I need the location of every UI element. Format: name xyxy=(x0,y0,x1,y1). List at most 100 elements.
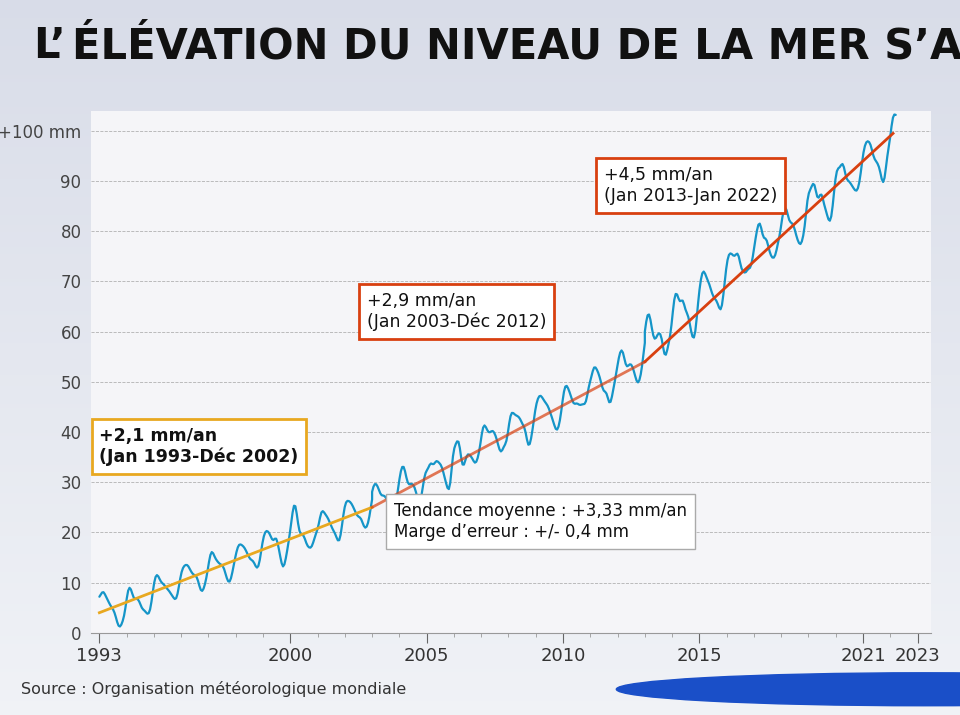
Bar xyxy=(0,658,960,661)
Bar xyxy=(0,136,960,139)
Bar xyxy=(0,383,960,386)
Bar xyxy=(0,14,960,18)
Bar xyxy=(0,372,960,375)
Bar xyxy=(0,511,960,515)
Bar xyxy=(0,626,960,629)
Bar xyxy=(0,261,960,265)
Bar xyxy=(0,250,960,254)
Bar xyxy=(0,694,960,697)
Bar xyxy=(0,186,960,189)
Bar xyxy=(0,601,960,604)
Bar xyxy=(0,143,960,147)
Bar xyxy=(0,4,960,7)
Bar xyxy=(0,454,960,458)
Bar xyxy=(0,690,960,694)
Bar xyxy=(0,375,960,379)
Bar xyxy=(0,672,960,676)
Bar xyxy=(0,475,960,479)
Bar xyxy=(0,286,960,290)
Bar xyxy=(0,393,960,397)
Bar xyxy=(0,18,960,21)
Bar xyxy=(0,329,960,332)
Bar xyxy=(0,243,960,247)
Bar xyxy=(0,629,960,633)
Bar xyxy=(0,640,960,644)
Bar xyxy=(0,182,960,186)
Bar xyxy=(0,536,960,540)
Bar xyxy=(0,593,960,597)
Bar xyxy=(0,479,960,483)
Bar xyxy=(0,318,960,322)
Bar xyxy=(0,611,960,615)
Bar xyxy=(0,168,960,172)
Text: +2,1 mm/an
(Jan 1993-Déc 2002): +2,1 mm/an (Jan 1993-Déc 2002) xyxy=(100,427,299,466)
Bar xyxy=(0,350,960,354)
Bar xyxy=(0,586,960,590)
Bar xyxy=(0,104,960,107)
Bar xyxy=(0,229,960,232)
Bar xyxy=(0,107,960,111)
Bar xyxy=(0,597,960,601)
Bar xyxy=(0,218,960,222)
Bar xyxy=(0,293,960,297)
Bar xyxy=(0,497,960,500)
Bar xyxy=(0,379,960,383)
Bar xyxy=(0,365,960,368)
Bar xyxy=(0,483,960,486)
Bar xyxy=(0,493,960,497)
Bar xyxy=(0,579,960,583)
Bar xyxy=(0,422,960,425)
Bar xyxy=(0,347,960,350)
Bar xyxy=(0,704,960,708)
Bar xyxy=(0,200,960,204)
Bar xyxy=(0,572,960,576)
Bar xyxy=(0,683,960,686)
Bar xyxy=(0,118,960,122)
Bar xyxy=(0,644,960,647)
Bar xyxy=(0,615,960,618)
Bar xyxy=(0,150,960,154)
Bar xyxy=(0,322,960,325)
Bar xyxy=(0,139,960,143)
Bar xyxy=(0,100,960,104)
Bar xyxy=(0,111,960,114)
Bar xyxy=(0,325,960,329)
Bar xyxy=(0,315,960,318)
Bar xyxy=(0,268,960,272)
Bar xyxy=(0,486,960,490)
Bar xyxy=(0,551,960,554)
Bar xyxy=(0,161,960,164)
Bar xyxy=(0,21,960,25)
Bar xyxy=(0,490,960,493)
Bar xyxy=(0,336,960,340)
Bar xyxy=(0,465,960,468)
Bar xyxy=(0,7,960,11)
Bar xyxy=(0,400,960,404)
Bar xyxy=(0,32,960,36)
Bar xyxy=(0,386,960,390)
Bar xyxy=(0,661,960,665)
Bar xyxy=(0,214,960,218)
Bar xyxy=(0,554,960,558)
Bar xyxy=(0,240,960,243)
Bar xyxy=(0,89,960,93)
Bar xyxy=(0,175,960,179)
Bar xyxy=(0,633,960,636)
Text: AFP: AFP xyxy=(859,677,911,701)
Bar xyxy=(0,558,960,561)
Bar xyxy=(0,583,960,586)
Bar xyxy=(0,425,960,429)
Bar xyxy=(0,568,960,572)
Bar xyxy=(0,450,960,454)
Bar xyxy=(0,332,960,336)
Bar xyxy=(0,440,960,443)
Bar xyxy=(0,504,960,508)
Bar xyxy=(0,272,960,275)
Bar xyxy=(0,697,960,701)
Bar xyxy=(0,679,960,683)
Bar xyxy=(0,543,960,547)
Bar xyxy=(0,297,960,300)
Bar xyxy=(0,154,960,157)
Bar xyxy=(0,82,960,86)
Bar xyxy=(0,46,960,50)
